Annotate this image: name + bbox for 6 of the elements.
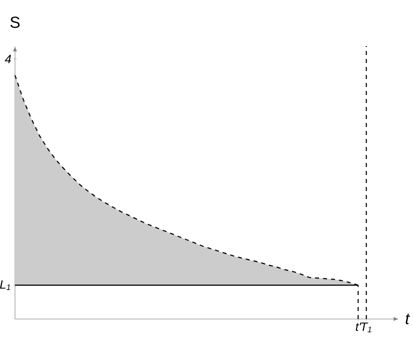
y-tick-label: 4 [4,54,11,64]
y-tick-label: L$_{1}$ [0,280,10,290]
x-tick-label: t' [356,322,362,331]
x-tick-label: T$_{1}$ [361,322,372,332]
y-axis-title: S [10,16,20,28]
x-axis-title: t [406,314,410,324]
